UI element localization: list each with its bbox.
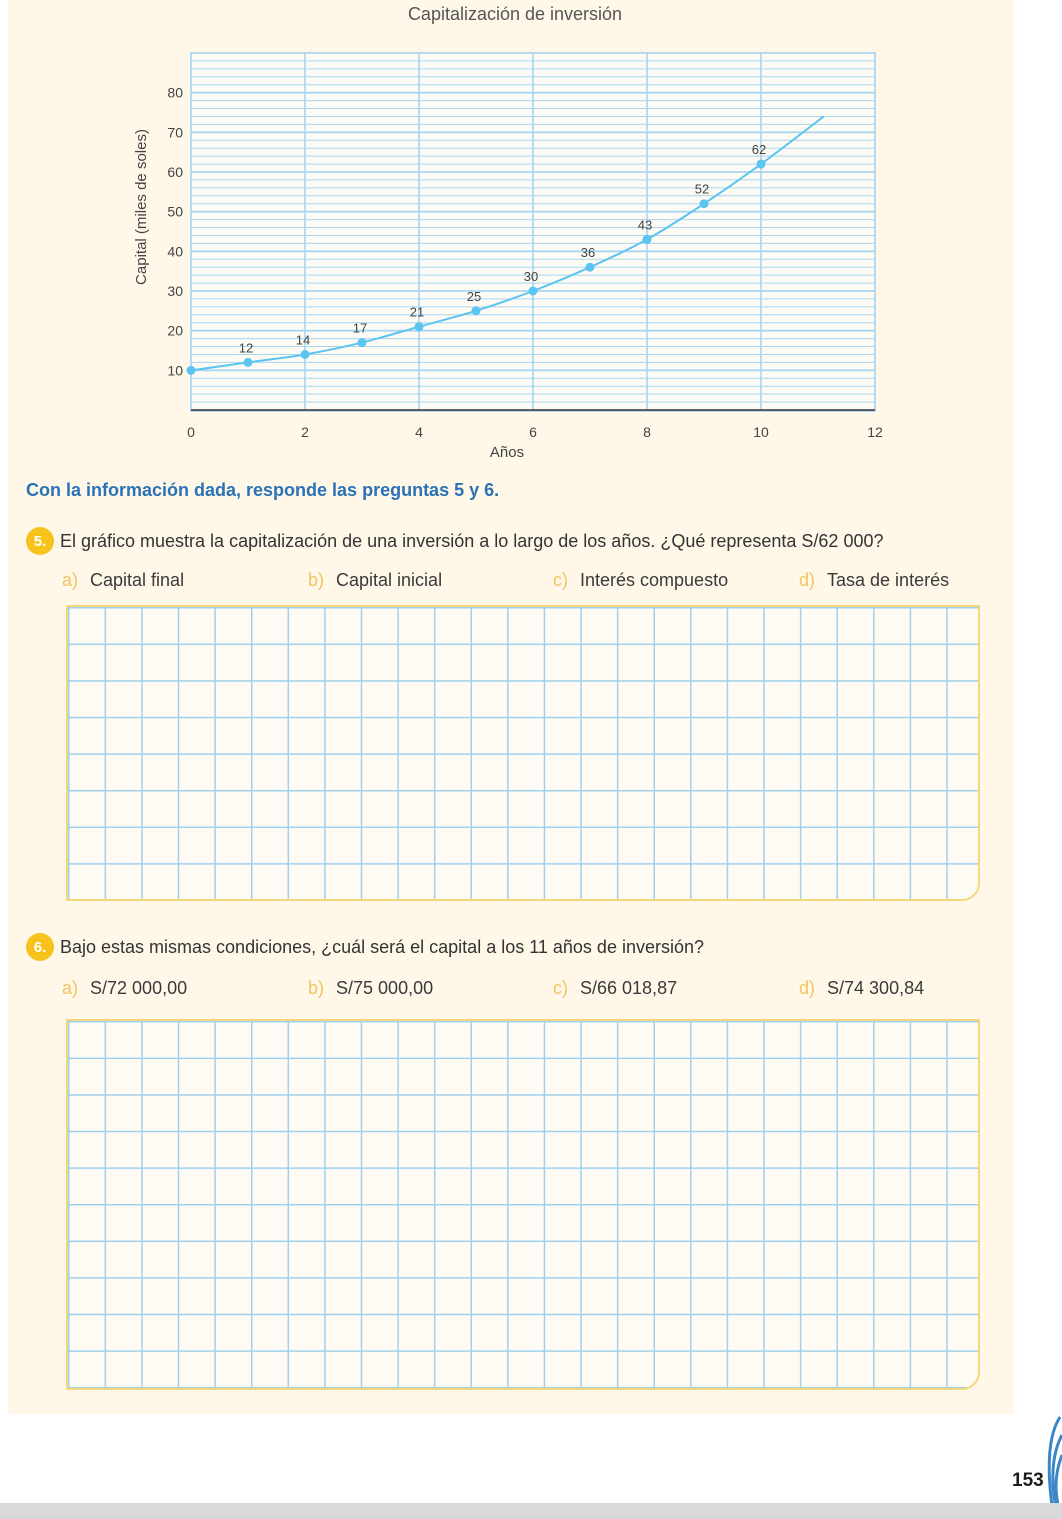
data-point: [186, 365, 196, 375]
data-point-label: 17: [353, 321, 367, 336]
x-tick-label: 12: [867, 424, 883, 440]
x-tick-label: 6: [529, 424, 537, 440]
q6-option-a[interactable]: a) S/72 000,00: [62, 978, 188, 998]
x-tick-labels: 0 2 4 6 8 10 12: [187, 424, 883, 440]
data-point-label: 43: [638, 217, 652, 232]
question-6-number: 6.: [26, 933, 54, 961]
data-point: [357, 338, 367, 348]
data-point: [756, 159, 766, 169]
y-tick-label: 20: [167, 323, 183, 339]
page-number: 153: [1012, 1470, 1044, 1491]
data-point: [585, 262, 595, 272]
x-tick-label: 0: [187, 424, 195, 440]
y-axis-label: Capital (miles de soles): [133, 129, 150, 285]
q6-option-b[interactable]: b) S/75 000,00: [308, 978, 434, 998]
data-point: [300, 349, 310, 359]
data-point-label: 30: [524, 269, 538, 284]
data-point: [642, 234, 652, 244]
data-point-label: 25: [467, 289, 481, 304]
chart-title: Capitalización de inversión: [407, 4, 623, 24]
y-tick-labels: 10 20 30 40 50 60 70 80: [167, 85, 183, 379]
question-5: 5. El gráfico muestra la capitalización …: [26, 527, 883, 555]
q5-option-a[interactable]: a) Capital final: [62, 570, 185, 590]
question-5-text: El gráfico muestra la capitalización de …: [60, 530, 884, 551]
q5-option-d[interactable]: d) Tasa de interés: [799, 570, 950, 590]
question-6: 6. Bajo estas mismas condiciones, ¿cuál …: [26, 933, 704, 961]
answer-grid-5[interactable]: [66, 605, 980, 901]
data-point-label: 21: [410, 305, 424, 320]
data-point-label: 12: [239, 340, 253, 355]
q5-option-b[interactable]: b) Capital inicial: [308, 570, 443, 590]
x-axis-label: Años: [490, 444, 524, 461]
data-point-label: 14: [296, 332, 310, 347]
y-tick-label: 50: [167, 204, 183, 220]
x-tick-label: 4: [415, 424, 423, 440]
data-point: [414, 322, 424, 332]
instruction-text: Con la información dada, responde las pr…: [26, 480, 500, 500]
y-tick-label: 60: [167, 164, 183, 180]
y-tick-label: 30: [167, 283, 183, 299]
data-point-label: 36: [581, 245, 595, 260]
question-6-text: Bajo estas mismas condiciones, ¿cuál ser…: [60, 936, 705, 957]
y-tick-label: 80: [167, 85, 183, 101]
x-tick-label: 2: [301, 424, 309, 440]
investment-chart: 10 20 30 40 50 60 70 80 0 2 4 6 8 10 12 Capital (mile…: [133, 52, 883, 461]
data-points: [186, 159, 766, 375]
q6-option-c[interactable]: c) S/66 018,87: [553, 978, 678, 998]
footer-bar: [0, 1503, 1062, 1519]
data-point: [699, 199, 709, 209]
data-point: [243, 357, 253, 367]
y-tick-label: 10: [167, 362, 183, 378]
y-tick-label: 70: [167, 124, 183, 140]
data-point-label: 62: [752, 142, 766, 157]
data-point: [528, 286, 538, 296]
q6-option-d[interactable]: d) S/74 300,84: [799, 978, 925, 998]
q5-option-c[interactable]: c) Interés compuesto: [553, 570, 729, 590]
x-tick-label: 10: [753, 424, 769, 440]
data-point-label: 52: [695, 182, 709, 197]
answer-grid-6[interactable]: [66, 1019, 980, 1390]
data-point: [471, 306, 481, 316]
y-tick-label: 40: [167, 243, 183, 259]
question-5-number: 5.: [26, 527, 54, 555]
data-point-labels: 12 14 17 21 25 30 36 43 52 62: [239, 142, 766, 355]
x-tick-label: 8: [643, 424, 651, 440]
